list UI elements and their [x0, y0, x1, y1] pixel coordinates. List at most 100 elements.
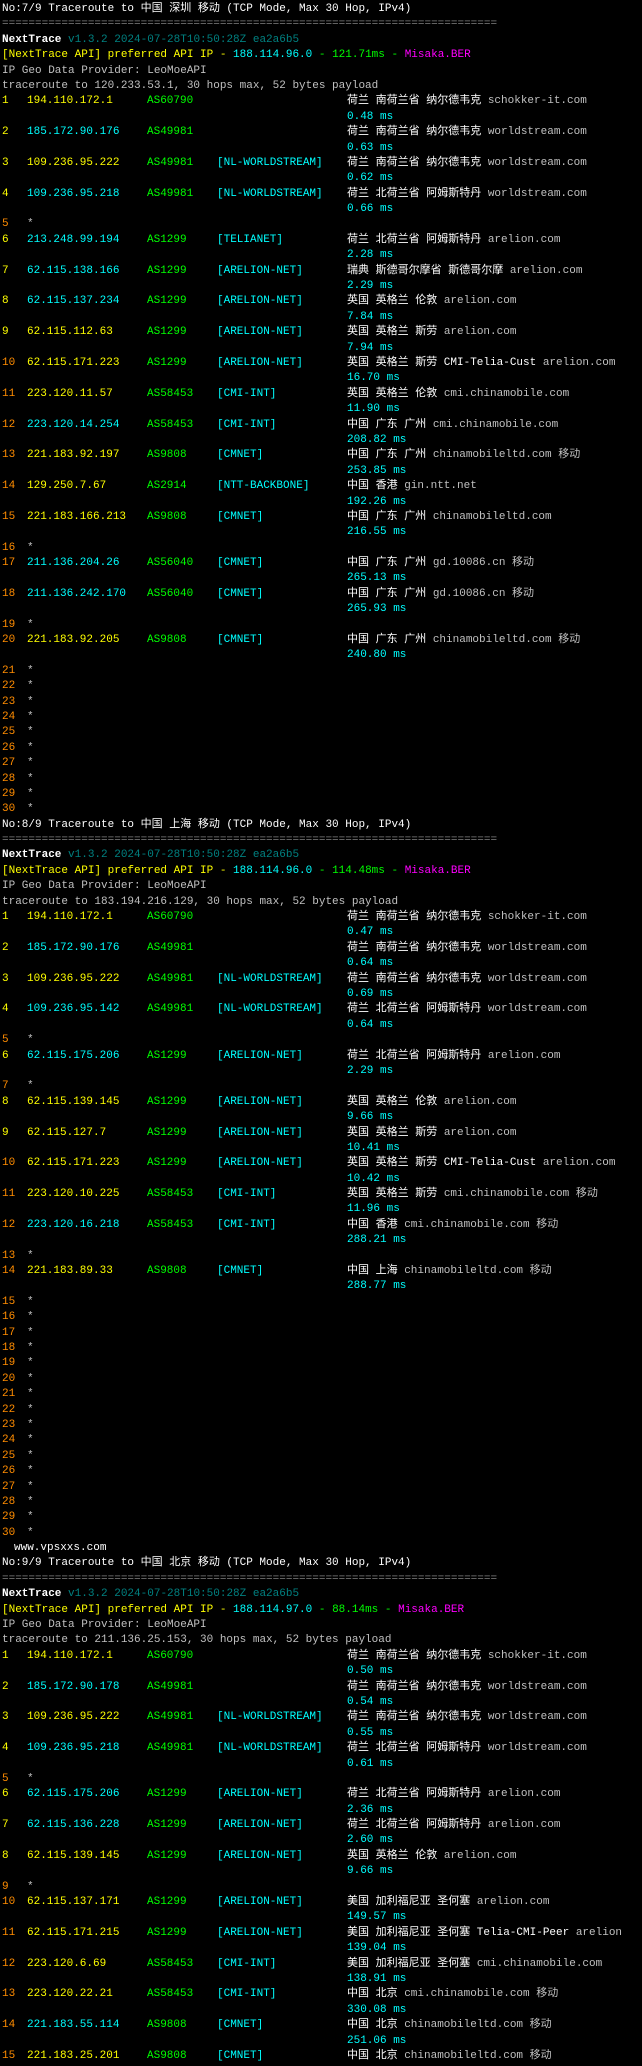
- hop-hostname: gin.ntt.net: [404, 480, 477, 492]
- hop-number: 5: [2, 1772, 27, 1787]
- hop-hostname: worldstream.com: [488, 1742, 587, 1754]
- hop-row: 3109.236.95.222AS49981[NL-WORLDSTREAM]荷兰…: [2, 972, 640, 987]
- hop-star: *: [27, 1449, 34, 1464]
- api-line: [NextTrace API] preferred API IP - 188.1…: [2, 864, 640, 879]
- hop-latency: 253.85 ms: [347, 464, 640, 479]
- hop-location: 荷兰 南荷兰省 纳尔德韦克 schokker-it.com: [347, 910, 632, 925]
- api-latency: - 114.48ms -: [312, 865, 404, 877]
- hop-ip: 221.183.89.33: [27, 1264, 147, 1279]
- hop-row: 17211.136.204.26AS56040[CMNET]中国 广东 广州 g…: [2, 556, 640, 571]
- hop-number: 25: [2, 725, 27, 740]
- hop-number: 24: [2, 1433, 27, 1448]
- hop-asn: AS1299: [147, 1126, 217, 1141]
- hop-network: [217, 941, 347, 956]
- hop-latency: 7.84 ms: [347, 310, 640, 325]
- hop-row: 13223.120.22.21AS58453[CMI-INT]中国 北京 cmi…: [2, 1987, 640, 2002]
- hop-network: [ARELION-NET]: [217, 1849, 347, 1864]
- api-prefix: [NextTrace API] preferred API IP -: [2, 49, 233, 61]
- api-provider: Misaka.BER: [405, 49, 471, 61]
- hop-row: 862.115.139.145AS1299[ARELION-NET]英国 英格兰…: [2, 1849, 640, 1864]
- hop-ip: 62.115.112.63: [27, 325, 147, 340]
- hop-asn: AS1299: [147, 356, 217, 371]
- hop-number: 21: [2, 664, 27, 679]
- hop-number: 26: [2, 1464, 27, 1479]
- hop-star: *: [27, 1387, 34, 1402]
- hop-network: [CMI-INT]: [217, 1187, 347, 1202]
- hop-row: 20*: [2, 1372, 640, 1387]
- hop-location: 中国 上海 chinamobileltd.com 移动: [347, 1264, 632, 1279]
- hop-hostname: arelion.com: [488, 1788, 561, 1800]
- hop-ip: 221.183.25.201: [27, 2049, 147, 2064]
- hop-number: 10: [2, 1156, 27, 1171]
- app-name: NextTrace: [2, 849, 61, 861]
- hop-row: 15221.183.25.201AS9808[CMNET]中国 北京 china…: [2, 2049, 640, 2064]
- hop-number: 15: [2, 510, 27, 525]
- hop-network: [CMNET]: [217, 448, 347, 463]
- hop-number: 10: [2, 356, 27, 371]
- hop-star: *: [27, 664, 34, 679]
- hop-star: *: [27, 1418, 34, 1433]
- hop-number: 20: [2, 633, 27, 648]
- hop-latency: 0.47 ms: [347, 925, 640, 940]
- hop-hostname: chinamobileltd.com 移动: [433, 449, 580, 461]
- hop-row: 2185.172.90.176AS49981荷兰 南荷兰省 纳尔德韦克 worl…: [2, 941, 640, 956]
- hop-number: 29: [2, 787, 27, 802]
- hop-latency: 208.82 ms: [347, 433, 640, 448]
- hop-hostname: arelion.com: [444, 1127, 517, 1139]
- app-line: NextTrace v1.3.2 2024-07-28T10:50:28Z ea…: [2, 33, 640, 48]
- hop-star: *: [27, 618, 34, 633]
- separator: ========================================…: [2, 1572, 640, 1587]
- hop-ip: 62.115.136.228: [27, 1818, 147, 1833]
- hop-ip: 62.115.171.223: [27, 356, 147, 371]
- trace-title: No:8/9 Traceroute to 中国 上海 移动 (TCP Mode,…: [2, 818, 640, 833]
- hop-hostname: cmi.chinamobile.com: [477, 1958, 602, 1970]
- hop-latency: 2.29 ms: [347, 1064, 640, 1079]
- hop-star: *: [27, 1341, 34, 1356]
- hop-hostname: arelion.com: [543, 1157, 616, 1169]
- hop-network: [CMNET]: [217, 2049, 347, 2064]
- hop-network: [217, 910, 347, 925]
- hop-row: 24*: [2, 710, 640, 725]
- hop-location: 荷兰 北荷兰省 阿姆斯特丹 arelion.com: [347, 1049, 632, 1064]
- hop-row: 4109.236.95.218AS49981[NL-WORLDSTREAM]荷兰…: [2, 187, 640, 202]
- hop-latency: 0.50 ms: [347, 1664, 640, 1679]
- hop-network: [ARELION-NET]: [217, 1895, 347, 1910]
- app-name: NextTrace: [2, 1588, 61, 1600]
- hop-location: 中国 广东 广州 chinamobileltd.com 移动: [347, 633, 632, 648]
- hop-star: *: [27, 802, 34, 817]
- hop-ip: 62.115.138.166: [27, 264, 147, 279]
- hop-number: 3: [2, 972, 27, 987]
- hop-row: 962.115.112.63AS1299[ARELION-NET]英国 英格兰 …: [2, 325, 640, 340]
- hop-star: *: [27, 725, 34, 740]
- hop-star: *: [27, 217, 34, 232]
- hop-network: [CMNET]: [217, 2018, 347, 2033]
- hop-row: 1194.110.172.1AS60790荷兰 南荷兰省 纳尔德韦克 schok…: [2, 94, 640, 109]
- hop-row: 13221.183.92.197AS9808[CMNET]中国 广东 广州 ch…: [2, 448, 640, 463]
- hop-location: 英国 英格兰 斯劳 CMI-Telia-Cust arelion.com: [347, 356, 632, 371]
- hop-location: 英国 英格兰 伦敦 arelion.com: [347, 294, 632, 309]
- hop-network: [CMI-INT]: [217, 1218, 347, 1233]
- hop-number: 13: [2, 1987, 27, 2002]
- hop-location: 英国 英格兰 斯劳 arelion.com: [347, 1126, 632, 1141]
- hop-star: *: [27, 1372, 34, 1387]
- hop-location: 中国 北京 chinamobileltd.com 移动: [347, 2018, 632, 2033]
- hop-asn: AS1299: [147, 1895, 217, 1910]
- hop-ip: 62.115.139.145: [27, 1849, 147, 1864]
- hop-number: 16: [2, 541, 27, 556]
- hop-location: 荷兰 南荷兰省 纳尔德韦克 worldstream.com: [347, 1680, 632, 1695]
- hop-asn: AS1299: [147, 233, 217, 248]
- hop-latency: 192.26 ms: [347, 495, 640, 510]
- hop-location: 中国 广东 广州 gd.10086.cn 移动: [347, 556, 632, 571]
- hop-location: 中国 香港 cmi.chinamobile.com 移动: [347, 1218, 632, 1233]
- hop-ip: 223.120.10.225: [27, 1187, 147, 1202]
- hop-location: 荷兰 南荷兰省 纳尔德韦克 worldstream.com: [347, 972, 632, 987]
- hop-number: 27: [2, 1480, 27, 1495]
- hop-network: [NL-WORLDSTREAM]: [217, 1741, 347, 1756]
- hop-hostname: arelion.com: [488, 234, 561, 246]
- app-line: NextTrace v1.3.2 2024-07-28T10:50:28Z ea…: [2, 1587, 640, 1602]
- hop-location: 中国 广东 广州 chinamobileltd.com 移动: [347, 448, 632, 463]
- hop-number: 21: [2, 1387, 27, 1402]
- hop-asn: AS9808: [147, 2018, 217, 2033]
- hop-number: 12: [2, 418, 27, 433]
- hop-latency: 0.69 ms: [347, 987, 640, 1002]
